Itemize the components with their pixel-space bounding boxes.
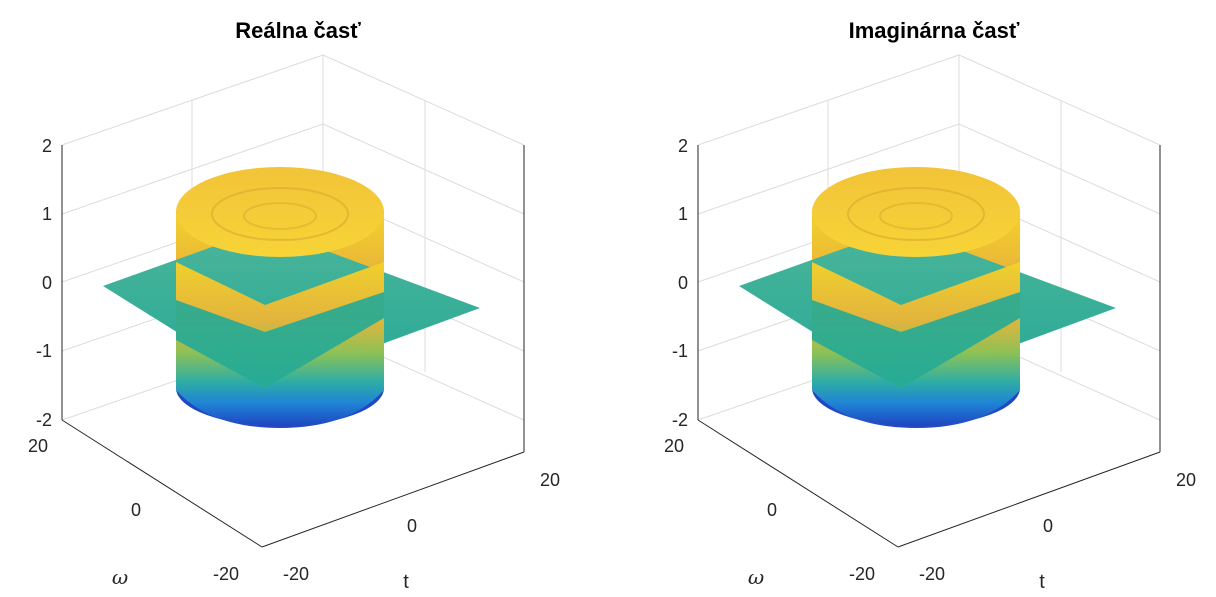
x-tick-label: 20 bbox=[1176, 470, 1196, 490]
z-ticks: 2 1 0 -1 -2 bbox=[672, 136, 688, 430]
x-tick-label: 20 bbox=[540, 470, 560, 490]
y-tick-label: 0 bbox=[767, 500, 777, 520]
y-axis-label: ω bbox=[112, 565, 128, 589]
y-tick-label: -20 bbox=[849, 564, 875, 584]
z-tick-label: 1 bbox=[42, 204, 52, 224]
surface-top-ripple bbox=[243, 202, 317, 230]
z-ticks: 2 1 0 -1 -2 bbox=[36, 136, 52, 430]
y-tick-label: 20 bbox=[664, 436, 684, 456]
subplot-real: Reálna časť bbox=[28, 18, 560, 593]
x-axis-label: t bbox=[1039, 571, 1045, 593]
axes-box bbox=[61, 145, 525, 548]
x-ticks: -20 0 20 bbox=[283, 470, 560, 584]
surface-top-ripple bbox=[847, 187, 985, 241]
z-tick-label: 2 bbox=[42, 136, 52, 156]
surface-plot bbox=[739, 167, 1116, 428]
surface-top-ripple bbox=[211, 187, 349, 241]
surface-plot bbox=[103, 167, 480, 428]
z-tick-label: 0 bbox=[678, 273, 688, 293]
x-tick-label: 0 bbox=[1043, 516, 1053, 536]
surface-plane-front bbox=[176, 292, 384, 388]
y-ticks: 20 0 -20 bbox=[28, 436, 239, 584]
z-tick-label: -1 bbox=[36, 341, 52, 361]
z-tick-label: 0 bbox=[42, 273, 52, 293]
z-tick-label: -2 bbox=[36, 410, 52, 430]
surface-cylinder-top bbox=[812, 167, 1020, 257]
y-ticks: 20 0 -20 bbox=[664, 436, 875, 584]
surface-cylinder-top bbox=[176, 167, 384, 257]
chart-title: Imaginárna časť bbox=[849, 18, 1020, 43]
x-tick-label: 0 bbox=[407, 516, 417, 536]
chart-title: Reálna časť bbox=[235, 18, 361, 43]
z-tick-label: 2 bbox=[678, 136, 688, 156]
x-tick-label: -20 bbox=[919, 564, 945, 584]
z-tick-label: -1 bbox=[672, 341, 688, 361]
surface-top-ripple bbox=[879, 202, 953, 230]
surface-plane-front bbox=[812, 292, 1020, 388]
y-tick-label: -20 bbox=[213, 564, 239, 584]
y-tick-label: 20 bbox=[28, 436, 48, 456]
x-axis-label: t bbox=[403, 571, 409, 593]
z-tick-label: 1 bbox=[678, 204, 688, 224]
z-tick-label: -2 bbox=[672, 410, 688, 430]
axes-box bbox=[697, 145, 1161, 548]
y-axis-label: ω bbox=[748, 565, 764, 589]
x-tick-label: -20 bbox=[283, 564, 309, 584]
y-tick-label: 0 bbox=[131, 500, 141, 520]
subplot-imaginary: Imaginárna časť bbox=[664, 18, 1196, 593]
x-ticks: -20 0 20 bbox=[919, 470, 1196, 584]
